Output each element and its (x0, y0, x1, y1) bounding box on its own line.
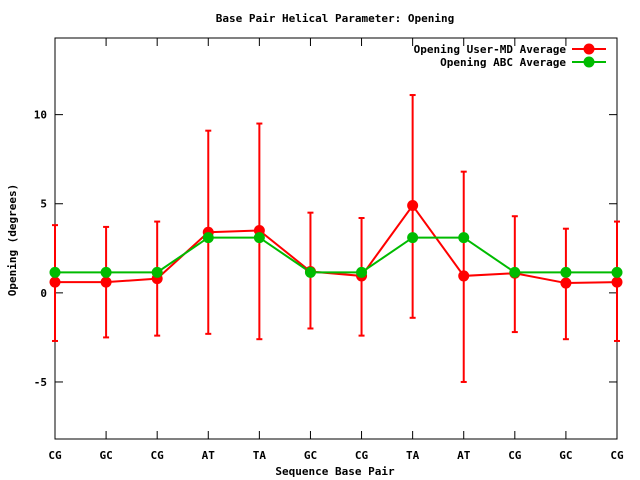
data-point-user-md (560, 277, 572, 289)
x-tick-label: GC (559, 449, 572, 462)
data-point-abc (304, 266, 316, 278)
x-axis-label: Sequence Base Pair (275, 465, 395, 478)
series-line-user-md (55, 203, 618, 285)
data-point-abc (407, 232, 419, 244)
y-tick-label: -5 (34, 376, 47, 389)
x-tick-label: TA (406, 449, 420, 462)
data-point-abc (458, 232, 470, 244)
data-point-abc (100, 266, 112, 278)
data-point-abc (49, 266, 61, 278)
x-tick-label: CG (48, 449, 62, 462)
legend-label: Opening ABC Average (440, 56, 566, 69)
data-point-user-md (458, 270, 470, 282)
data-point-abc (253, 232, 265, 244)
x-tick-label: AT (457, 449, 471, 462)
legend-marker (583, 56, 595, 68)
data-point-abc (560, 266, 572, 278)
data-point-user-md (49, 276, 61, 288)
series-line-abc (55, 236, 617, 274)
y-tick-label: 0 (40, 287, 47, 300)
data-point-user-md (100, 276, 112, 288)
plot-frame (54, 37, 618, 440)
y-tick-label: 5 (40, 198, 47, 211)
x-tick-label: AT (202, 449, 216, 462)
chart-title: Base Pair Helical Parameter: Opening (216, 12, 454, 25)
legend-marker (583, 43, 595, 55)
x-tick-label: CG (355, 449, 369, 462)
series-layer (49, 94, 623, 383)
x-tick-label: TA (253, 449, 267, 462)
data-point-user-md (407, 200, 419, 212)
x-tick-label: CG (151, 449, 165, 462)
x-tick-label: GC (304, 449, 317, 462)
data-point-abc (151, 266, 163, 278)
y-axis-label: Opening (degrees) (6, 184, 19, 297)
data-point-abc (509, 266, 521, 278)
x-tick-label: CG (508, 449, 522, 462)
data-point-abc (611, 266, 623, 278)
data-point-abc (356, 266, 368, 278)
data-point-user-md (611, 276, 623, 288)
legend-label: Opening User-MD Average (414, 43, 567, 56)
axis-ticks: -5 0 5 10 CG GC CG AT TA GC CG TA AT CG GC CG (34, 38, 624, 462)
x-tick-label: GC (99, 449, 112, 462)
x-tick-label: CG (610, 449, 624, 462)
y-tick-label: 10 (34, 109, 47, 122)
data-point-abc (202, 232, 214, 244)
